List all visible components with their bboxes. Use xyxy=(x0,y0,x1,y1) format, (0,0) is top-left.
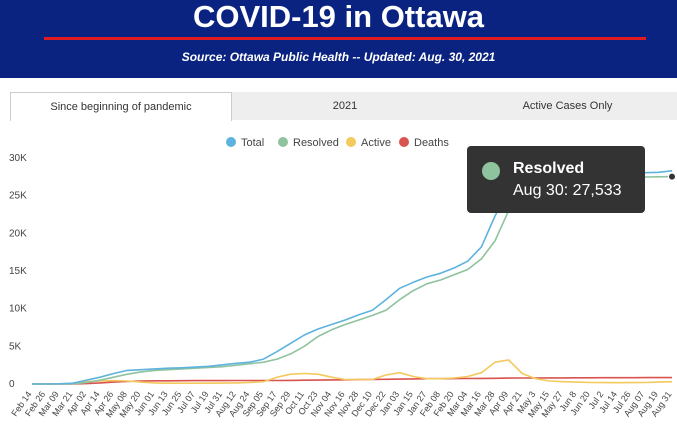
y-tick-label: 10K xyxy=(9,304,27,315)
y-tick-label: 30K xyxy=(9,153,27,164)
header-banner: COVID-19 in Ottawa Source: Ottawa Public… xyxy=(0,0,677,78)
tab-active-cases-only[interactable]: Active Cases Only xyxy=(522,100,613,112)
chart-tabs: Since beginning of pandemic 2021 Active … xyxy=(10,92,677,121)
tooltip-value: Aug 30: 27,533 xyxy=(513,182,622,199)
legend-dot-deaths xyxy=(399,137,409,147)
page-title: COVID-19 in Ottawa xyxy=(192,0,485,34)
y-axis: 0 5K 10K 15K 20K 25K 30K xyxy=(9,153,27,390)
hover-marker xyxy=(668,172,676,181)
legend-dot-active xyxy=(346,137,356,147)
tab-2021[interactable]: 2021 xyxy=(332,100,358,112)
title-underline xyxy=(44,37,646,40)
tab-since-beginning[interactable]: Since beginning of pandemic xyxy=(10,92,232,121)
series-line-active xyxy=(32,359,673,385)
chart-tooltip: Resolved Aug 30: 27,533 xyxy=(467,146,645,213)
legend-label-total[interactable]: Total xyxy=(241,137,264,149)
y-tick-label: 15K xyxy=(9,266,27,277)
tooltip-series-dot xyxy=(482,162,500,180)
legend-dot-resolved xyxy=(278,137,288,147)
y-tick-label: 25K xyxy=(9,191,27,202)
y-tick-label: 0 xyxy=(9,379,15,390)
line-chart: Total Resolved Active Deaths 0 5K 10K 15K 20K 25… xyxy=(9,137,676,419)
chart-legend: Total Resolved Active Deaths xyxy=(226,137,449,149)
y-tick-label: 5K xyxy=(9,341,22,352)
legend-label-deaths[interactable]: Deaths xyxy=(414,137,449,149)
tooltip-series-name: Resolved xyxy=(513,160,585,177)
legend-label-active[interactable]: Active xyxy=(361,137,391,149)
legend-label-resolved[interactable]: Resolved xyxy=(293,137,339,149)
hover-point xyxy=(668,172,676,181)
y-tick-label: 20K xyxy=(9,228,27,239)
source-line: Source: Ottawa Public Health -- Updated:… xyxy=(181,50,496,64)
legend-dot-total xyxy=(226,137,236,147)
